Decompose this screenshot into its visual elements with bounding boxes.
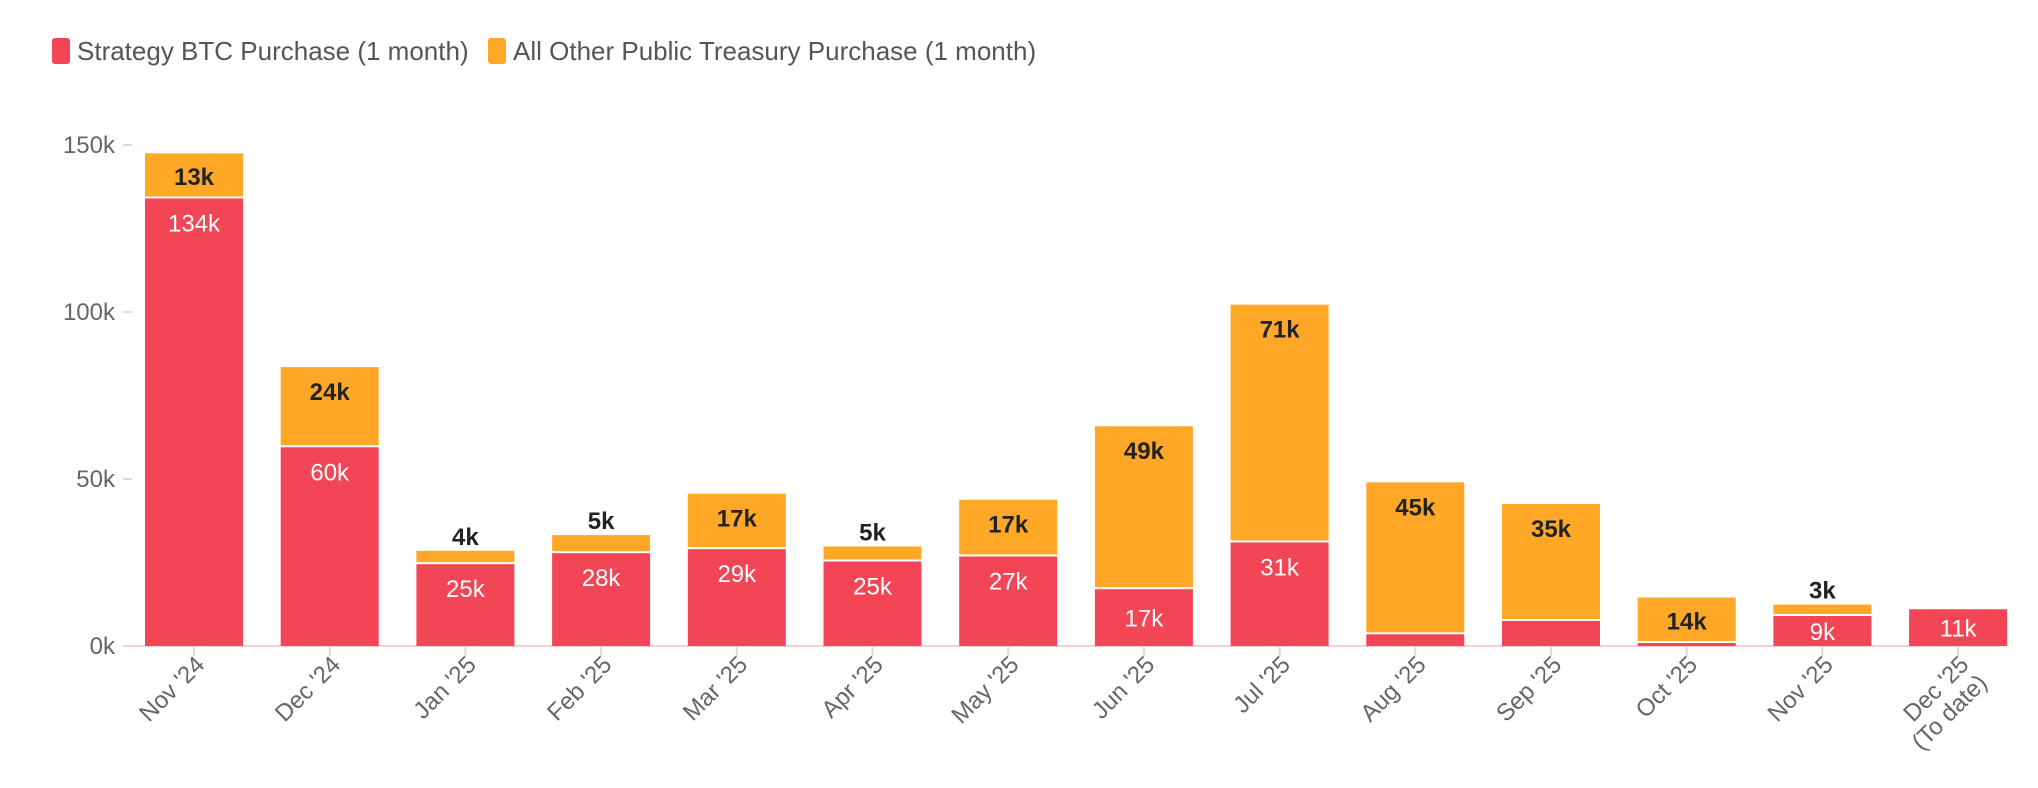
value-labels: 134k 13k 60k 24k 25k 4k 28k 5k 29k 17k 25k 5k 27k 17k… <box>168 164 1978 646</box>
x-tick-label-line: Jan '25 <box>408 651 481 724</box>
value-label-strategy: 31k <box>1260 554 1300 581</box>
x-tick-label: Sep '25 <box>1491 651 1567 727</box>
x-axis: Nov '24 Dec '24 Jan '25 Feb '25 Mar '25 Apr '… <box>134 646 1993 756</box>
x-tick-label: Mar '25 <box>678 651 753 726</box>
bar-other-treasury[interactable] <box>145 153 243 197</box>
x-tick-label: Feb '25 <box>542 651 617 726</box>
bar-strategy[interactable] <box>416 564 515 646</box>
y-tick-label: 0k <box>90 633 116 660</box>
x-tick-label: Apr '25 <box>816 651 888 723</box>
x-tick-label-line: Nov '24 <box>134 651 210 727</box>
bar-other-treasury[interactable] <box>1502 504 1600 619</box>
x-tick-label: Dec '25(To date) <box>1888 651 1992 755</box>
legend-entry-strategy[interactable]: Strategy BTC Purchase (1 month) <box>52 36 469 66</box>
bar-other-treasury[interactable] <box>959 499 1058 555</box>
bar-strategy[interactable] <box>823 561 922 646</box>
bar-other-treasury[interactable] <box>1230 304 1329 541</box>
x-tick-label-line: Dec '24 <box>270 651 346 727</box>
x-tick-label: Dec '24 <box>270 651 346 727</box>
value-label-strategy: 134k <box>168 210 221 237</box>
value-label-strategy: 25k <box>446 576 486 603</box>
legend-swatch-other-treasury <box>488 38 506 64</box>
x-tick-label: Jun '25 <box>1087 651 1160 724</box>
bar-strategy[interactable] <box>1094 589 1193 646</box>
bar-other-treasury[interactable] <box>280 367 379 446</box>
bar-strategy[interactable] <box>1773 615 1872 646</box>
value-label-strategy: 9k <box>1810 619 1836 646</box>
x-tick-label-line: Jun '25 <box>1087 651 1160 724</box>
value-label-other-treasury: 24k <box>310 379 351 406</box>
bar-other-treasury[interactable] <box>1637 597 1736 641</box>
value-label-other-treasury: 17k <box>988 512 1029 539</box>
value-label-other-treasury: 14k <box>1667 608 1708 635</box>
bar-other-treasury[interactable] <box>1773 604 1872 614</box>
bar-strategy[interactable] <box>1637 642 1736 646</box>
legend-entry-other-treasury[interactable]: All Other Public Treasury Purchase (1 mo… <box>488 36 1036 66</box>
value-label-other-treasury: 5k <box>859 519 886 546</box>
value-label-other-treasury: 4k <box>452 524 479 551</box>
value-label-strategy: 11k <box>1940 616 1978 643</box>
bar-strategy[interactable] <box>1366 634 1465 646</box>
bar-other-treasury[interactable] <box>1094 426 1193 588</box>
bar-other-treasury[interactable] <box>687 493 786 548</box>
x-tick-label: Jul '25 <box>1228 651 1296 719</box>
x-tick-label: Jan '25 <box>408 651 481 724</box>
bar-other-treasury[interactable] <box>416 550 515 563</box>
value-label-strategy: 17k <box>1125 606 1165 633</box>
bar-strategy[interactable] <box>1909 609 2008 646</box>
bar-strategy[interactable] <box>552 553 651 646</box>
x-tick-label: Nov '25 <box>1763 651 1839 727</box>
legend-label-other-treasury: All Other Public Treasury Purchase (1 mo… <box>513 36 1036 66</box>
value-label-other-treasury: 35k <box>1531 516 1572 543</box>
legend-swatch-strategy <box>52 38 70 64</box>
y-tick-label: 100k <box>63 299 116 326</box>
y-tick-label: 150k <box>63 132 116 159</box>
value-label-other-treasury: 13k <box>174 164 215 191</box>
bar-other-treasury[interactable] <box>823 546 922 560</box>
bars <box>145 153 2008 646</box>
x-tick-label: Oct '25 <box>1631 651 1703 723</box>
x-tick-label-line: Nov '25 <box>1763 651 1839 727</box>
x-tick-label-line: Sep '25 <box>1491 651 1567 727</box>
x-tick-label: May '25 <box>946 651 1024 729</box>
bar-strategy[interactable] <box>687 549 786 646</box>
legend: Strategy BTC Purchase (1 month) All Othe… <box>52 36 1036 66</box>
x-tick-label-line: Mar '25 <box>678 651 753 726</box>
x-tick-label-line: Feb '25 <box>542 651 617 726</box>
bar-strategy[interactable] <box>280 447 379 646</box>
x-tick-label: Aug '25 <box>1355 651 1431 727</box>
x-tick-label-line: Apr '25 <box>816 651 888 723</box>
value-label-strategy: 28k <box>582 565 622 592</box>
value-label-other-treasury: 5k <box>588 508 615 535</box>
y-tick-label: 50k <box>76 466 116 493</box>
y-axis: 0k 50k 100k 150k <box>63 132 132 660</box>
bar-other-treasury[interactable] <box>552 535 651 552</box>
value-label-strategy: 60k <box>310 459 350 486</box>
value-label-other-treasury: 45k <box>1395 494 1436 521</box>
bar-other-treasury[interactable] <box>1366 482 1465 633</box>
legend-label-strategy: Strategy BTC Purchase (1 month) <box>77 36 469 66</box>
x-tick-label-line: Aug '25 <box>1355 651 1431 727</box>
value-label-other-treasury: 17k <box>717 506 758 533</box>
bar-strategy[interactable] <box>1230 542 1329 646</box>
value-label-strategy: 27k <box>989 568 1029 595</box>
value-label-strategy: 29k <box>717 561 757 588</box>
x-tick-label-line: May '25 <box>946 651 1024 729</box>
x-tick-label-line: Oct '25 <box>1631 651 1703 723</box>
value-label-other-treasury: 3k <box>1809 578 1836 605</box>
x-tick-label: Nov '24 <box>134 651 210 727</box>
value-label-strategy: 25k <box>853 573 893 600</box>
x-tick-label-line: Jul '25 <box>1228 651 1296 719</box>
bar-strategy[interactable] <box>959 556 1058 646</box>
value-label-other-treasury: 71k <box>1260 317 1301 344</box>
value-label-other-treasury: 49k <box>1124 438 1165 465</box>
bar-strategy[interactable] <box>145 198 243 646</box>
bar-strategy[interactable] <box>1502 620 1600 646</box>
